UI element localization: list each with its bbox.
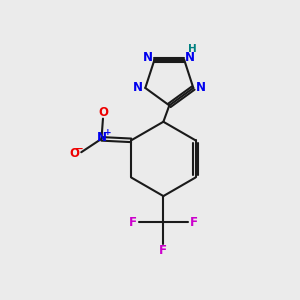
Text: F: F bbox=[128, 216, 136, 229]
Text: −: − bbox=[75, 144, 84, 154]
Text: H: H bbox=[188, 44, 197, 54]
Text: N: N bbox=[185, 51, 195, 64]
Text: N: N bbox=[196, 82, 206, 94]
Text: O: O bbox=[70, 147, 80, 160]
Text: N: N bbox=[97, 131, 107, 145]
Text: F: F bbox=[190, 216, 198, 229]
Text: N: N bbox=[143, 51, 153, 64]
Text: O: O bbox=[98, 106, 108, 118]
Text: F: F bbox=[159, 244, 167, 257]
Text: N: N bbox=[133, 82, 143, 94]
Text: +: + bbox=[104, 128, 112, 137]
